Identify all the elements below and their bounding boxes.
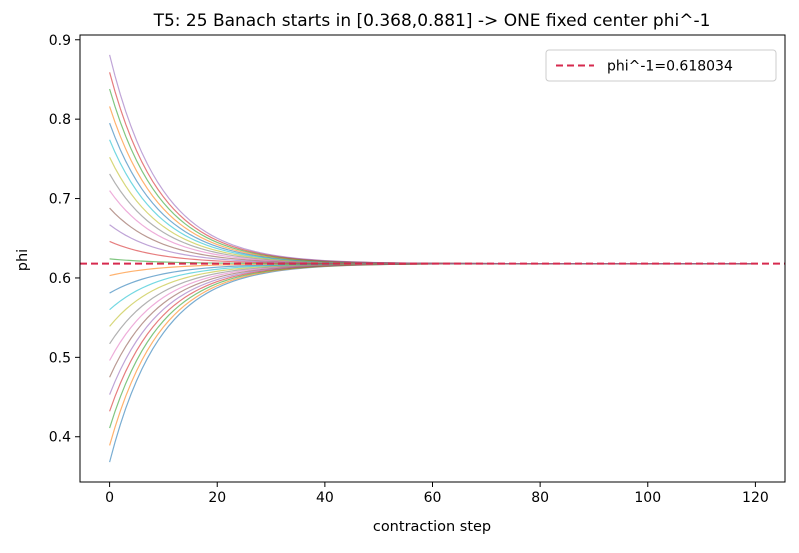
series-line bbox=[109, 72, 756, 265]
x-tick-label: 100 bbox=[634, 490, 661, 506]
x-tick-label: 40 bbox=[316, 490, 334, 506]
y-tick-label: 0.5 bbox=[49, 350, 71, 366]
series-line bbox=[109, 54, 756, 265]
y-tick-label: 0.8 bbox=[49, 112, 71, 128]
y-tick-label: 0.9 bbox=[49, 33, 71, 49]
series-line bbox=[109, 263, 756, 277]
series-line bbox=[109, 139, 756, 265]
y-axis-label: phi bbox=[15, 249, 31, 271]
series-line bbox=[109, 263, 756, 395]
legend-label: phi^-1=0.618034 bbox=[607, 59, 733, 75]
series-line bbox=[109, 263, 756, 429]
series-line bbox=[109, 173, 756, 265]
series-line bbox=[109, 263, 756, 412]
x-tick-label: 60 bbox=[424, 490, 442, 506]
series-line bbox=[109, 263, 756, 446]
y-tick-label: 0.6 bbox=[49, 271, 71, 287]
series-line bbox=[109, 207, 756, 265]
series-line bbox=[109, 263, 756, 345]
series-line bbox=[109, 88, 756, 265]
x-tick-label: 80 bbox=[531, 490, 549, 506]
y-tick-label: 0.7 bbox=[49, 192, 71, 208]
series-line bbox=[109, 263, 756, 378]
y-tick-label: 0.4 bbox=[49, 430, 71, 446]
x-tick-label: 120 bbox=[742, 490, 769, 506]
chart-title: T5: 25 Banach starts in [0.368,0.881] ->… bbox=[153, 11, 711, 31]
axes: 0 20 40 60 80 100 120 0.4 0.5 0.6 0.7 0.8 0.9 bbox=[49, 33, 786, 506]
x-tick-label: 0 bbox=[105, 490, 114, 506]
series-line bbox=[109, 263, 756, 327]
series-line bbox=[109, 224, 756, 265]
series-line bbox=[109, 122, 756, 265]
x-axis-label: contraction step bbox=[373, 519, 491, 535]
legend: phi^-1=0.618034 bbox=[545, 49, 777, 82]
series-line bbox=[109, 156, 756, 265]
series-layer bbox=[109, 54, 756, 463]
series-line bbox=[109, 263, 756, 361]
legend-box bbox=[545, 49, 777, 82]
series-line bbox=[109, 263, 756, 463]
series-line bbox=[109, 106, 756, 265]
series-line bbox=[109, 190, 756, 265]
series-line bbox=[109, 263, 756, 311]
x-tick-label: 20 bbox=[208, 490, 226, 506]
